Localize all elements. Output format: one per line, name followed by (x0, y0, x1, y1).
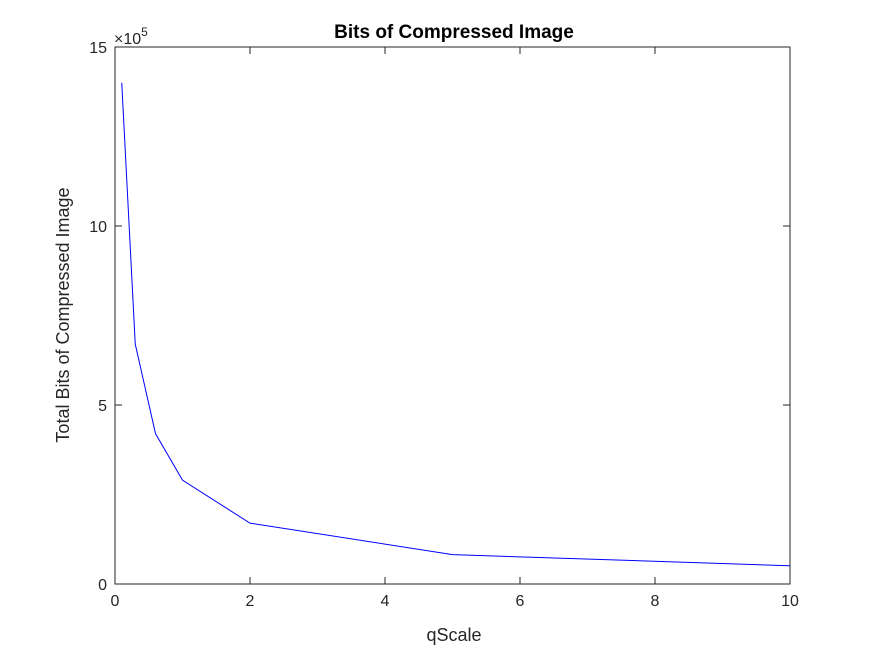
y-axis-label: Total Bits of Compressed Image (53, 187, 73, 442)
x-tick-label: 6 (516, 593, 525, 610)
x-tick-label: 8 (651, 593, 660, 610)
plot-area: 0 2 4 6 8 10 0 5 10 15 (89, 40, 799, 610)
x-tick-label: 2 (246, 593, 255, 610)
x-tick-label: 4 (381, 593, 390, 610)
svg-text:×105: ×105 (114, 25, 148, 48)
y-exponent-power: 5 (141, 25, 148, 39)
x-tick-label: 10 (781, 593, 799, 610)
y-axis-exponent: ×105 (114, 25, 148, 48)
y-tick-label: 10 (89, 219, 107, 236)
y-tick-label: 15 (89, 40, 107, 57)
axes-box (114, 46, 791, 585)
y-exponent-base: ×10 (114, 31, 141, 48)
chart-title: Bits of Compressed Image (334, 22, 574, 43)
x-tick-label: 0 (111, 593, 120, 610)
y-tick-label: 0 (98, 577, 107, 594)
y-tick-label: 5 (98, 398, 107, 415)
x-axis-label: qScale (426, 625, 481, 645)
